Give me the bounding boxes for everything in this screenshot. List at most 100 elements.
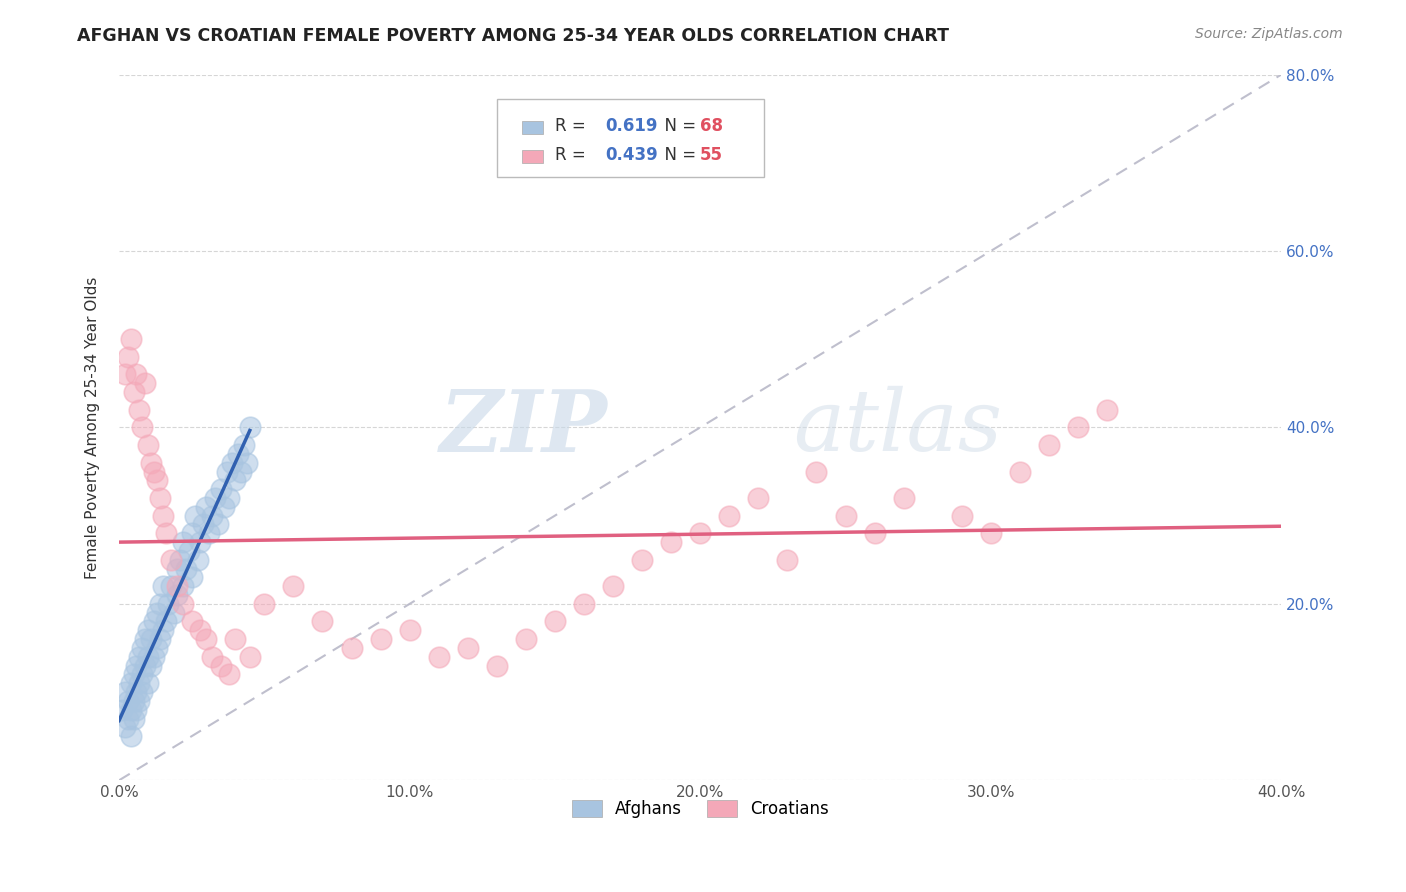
Point — [834, 508, 856, 523]
Point — [117, 694, 139, 708]
Point — [174, 561, 197, 575]
Point — [134, 658, 156, 673]
Point — [134, 376, 156, 391]
Point — [166, 561, 188, 575]
Point — [120, 332, 142, 346]
Point — [128, 694, 150, 708]
Point — [146, 640, 169, 655]
Point — [136, 676, 159, 690]
Point — [177, 544, 200, 558]
FancyBboxPatch shape — [523, 150, 543, 162]
Point — [136, 649, 159, 664]
Text: 68: 68 — [700, 117, 723, 135]
Text: 55: 55 — [700, 146, 723, 164]
Point — [122, 385, 145, 400]
Point — [180, 615, 202, 629]
Point — [221, 456, 243, 470]
Point — [544, 615, 567, 629]
Point — [1095, 402, 1118, 417]
Point — [166, 579, 188, 593]
Point — [128, 402, 150, 417]
Point — [239, 420, 262, 434]
Point — [122, 667, 145, 681]
FancyBboxPatch shape — [496, 99, 763, 177]
Point — [193, 517, 215, 532]
Point — [218, 667, 240, 681]
Point — [689, 526, 711, 541]
Point — [398, 624, 420, 638]
Legend: Afghans, Croatians: Afghans, Croatians — [565, 793, 835, 825]
Point — [125, 368, 148, 382]
Point — [209, 658, 232, 673]
Point — [139, 658, 162, 673]
Point — [186, 553, 208, 567]
Y-axis label: Female Poverty Among 25-34 Year Olds: Female Poverty Among 25-34 Year Olds — [86, 277, 100, 579]
Point — [114, 368, 136, 382]
Point — [131, 640, 153, 655]
Point — [515, 632, 537, 647]
Point — [149, 632, 172, 647]
Text: AFGHAN VS CROATIAN FEMALE POVERTY AMONG 25-34 YEAR OLDS CORRELATION CHART: AFGHAN VS CROATIAN FEMALE POVERTY AMONG … — [77, 27, 949, 45]
Point — [229, 465, 252, 479]
Point — [370, 632, 392, 647]
Point — [201, 649, 224, 664]
Point — [224, 632, 246, 647]
Point — [180, 526, 202, 541]
Point — [136, 624, 159, 638]
Point — [139, 632, 162, 647]
Point — [142, 615, 165, 629]
Text: N =: N = — [654, 146, 702, 164]
Point — [117, 712, 139, 726]
Point — [120, 729, 142, 743]
Point — [146, 474, 169, 488]
Point — [226, 447, 249, 461]
Point — [131, 685, 153, 699]
Point — [233, 438, 256, 452]
Point — [125, 703, 148, 717]
Point — [893, 491, 915, 505]
Point — [128, 649, 150, 664]
Point — [125, 658, 148, 673]
Point — [120, 676, 142, 690]
Point — [207, 517, 229, 532]
Point — [131, 667, 153, 681]
Point — [149, 597, 172, 611]
Point — [602, 579, 624, 593]
Point — [190, 535, 212, 549]
Point — [950, 508, 973, 523]
Point — [134, 632, 156, 647]
Point — [117, 350, 139, 364]
Point — [120, 703, 142, 717]
Point — [172, 535, 194, 549]
Point — [195, 632, 218, 647]
Point — [122, 694, 145, 708]
Point — [747, 491, 769, 505]
Point — [198, 526, 221, 541]
Point — [659, 535, 682, 549]
Point — [776, 553, 799, 567]
Point — [142, 649, 165, 664]
Point — [485, 658, 508, 673]
Point — [631, 553, 654, 567]
Point — [169, 553, 191, 567]
Point — [190, 624, 212, 638]
Point — [122, 712, 145, 726]
Text: 0.619: 0.619 — [605, 117, 658, 135]
Point — [160, 553, 183, 567]
Point — [1008, 465, 1031, 479]
Point — [142, 465, 165, 479]
Point — [718, 508, 741, 523]
Point — [253, 597, 276, 611]
Point — [209, 482, 232, 496]
Point — [157, 597, 180, 611]
Point — [131, 420, 153, 434]
Point — [166, 588, 188, 602]
Point — [212, 500, 235, 514]
Point — [283, 579, 305, 593]
Point — [236, 456, 259, 470]
Point — [125, 685, 148, 699]
Point — [215, 465, 238, 479]
Point — [201, 508, 224, 523]
Point — [218, 491, 240, 505]
Point — [980, 526, 1002, 541]
